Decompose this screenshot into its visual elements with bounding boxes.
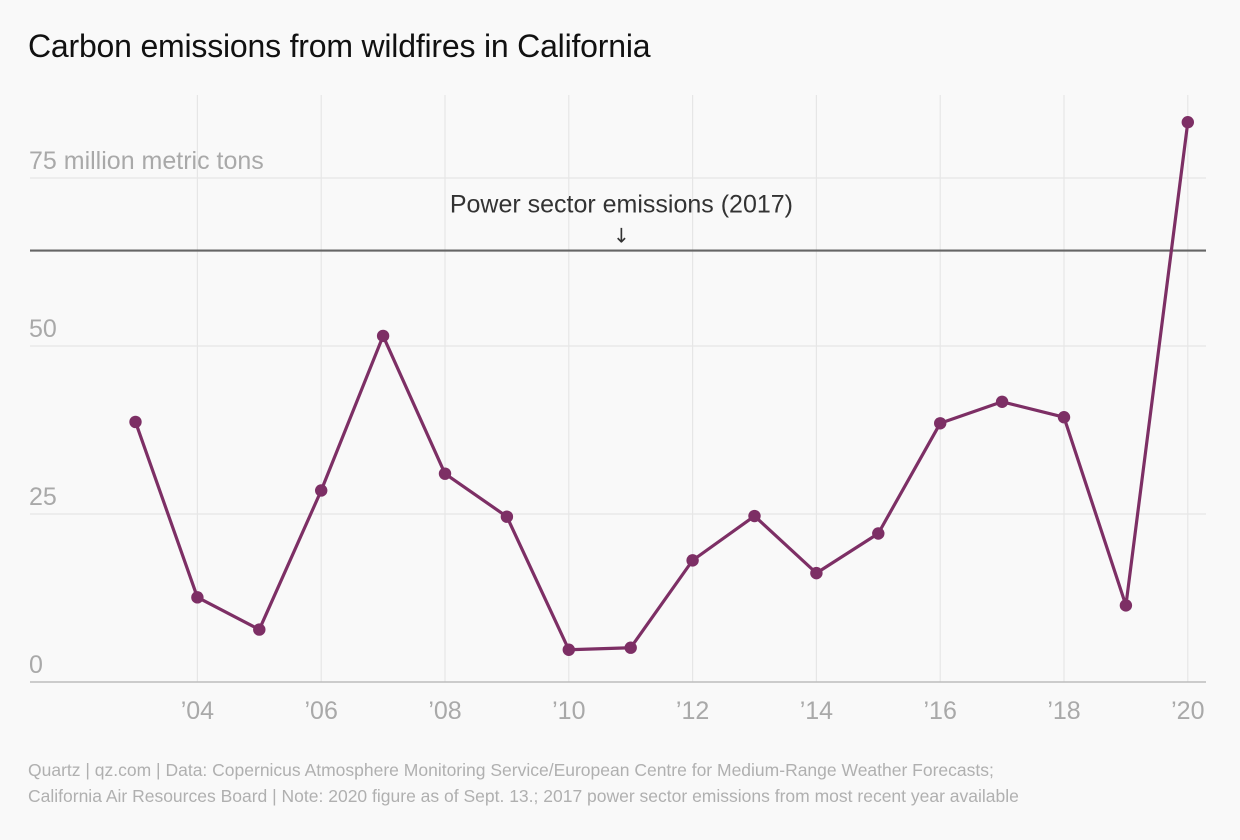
- annotation-arrow-icon: ↓: [613, 224, 630, 248]
- x-tick-label: ’18: [1047, 697, 1080, 725]
- data-point: [376, 329, 390, 343]
- source-line-1: Quartz | qz.com | Data: Copernicus Atmos…: [28, 760, 994, 780]
- data-point: [995, 395, 1009, 408]
- x-tick-label: ’20: [1171, 697, 1204, 725]
- data-point: [1119, 599, 1133, 612]
- y-tick-label: 0: [29, 651, 43, 679]
- x-tick-label: ’04: [181, 697, 214, 725]
- y-tick-label: 50: [29, 315, 57, 343]
- data-point: [686, 554, 699, 567]
- x-tick-label: ’10: [552, 697, 585, 725]
- data-point: [191, 591, 204, 604]
- x-tick-label: ’12: [676, 697, 709, 725]
- data-point: [315, 484, 328, 497]
- x-tick-label: ’06: [305, 697, 338, 725]
- data-point: [500, 510, 514, 523]
- x-tick-label: ’16: [924, 697, 957, 725]
- y-tick-label: 75 million metric tons: [29, 147, 264, 175]
- data-point: [872, 527, 885, 540]
- y-tick-label: 25: [29, 483, 57, 511]
- x-tick-label: ’14: [800, 697, 833, 725]
- data-point: [129, 415, 142, 429]
- data-point: [624, 641, 637, 654]
- data-point: [438, 467, 452, 480]
- data-point: [1057, 411, 1071, 424]
- data-point: [1181, 116, 1195, 129]
- emissions-series-line: [133, 120, 1190, 652]
- data-point: [562, 643, 575, 656]
- chart-title: Carbon emissions from wildfires in Calif…: [28, 28, 651, 64]
- source-note: Quartz | qz.com | Data: Copernicus Atmos…: [28, 757, 1218, 809]
- x-tick-label: ’08: [428, 697, 461, 725]
- power-sector-annotation: Power sector emissions (2017): [450, 191, 793, 219]
- data-point: [934, 417, 947, 430]
- data-point: [810, 566, 823, 580]
- source-line-2: California Air Resources Board | Note: 2…: [28, 786, 1019, 806]
- data-point: [748, 509, 761, 523]
- data-point: [253, 623, 266, 636]
